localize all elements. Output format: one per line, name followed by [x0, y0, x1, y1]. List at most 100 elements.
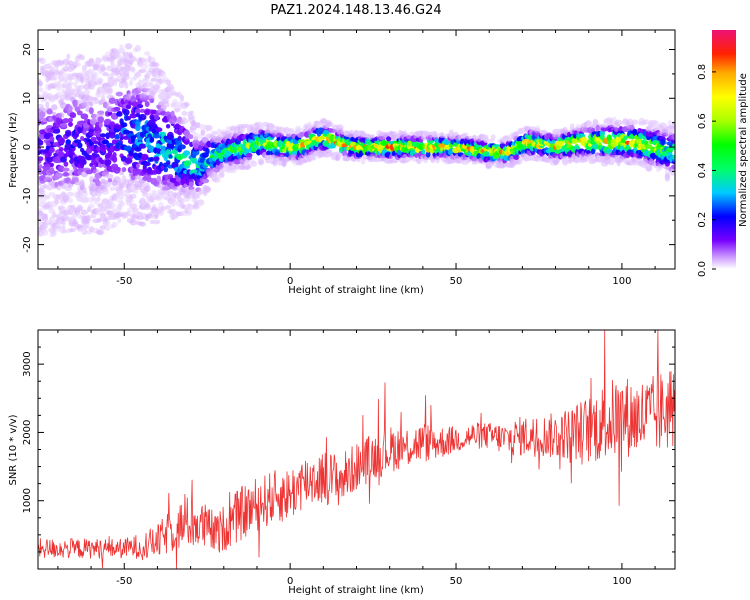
spectrogram-cell — [343, 156, 351, 162]
spectrogram-cell — [84, 222, 90, 230]
spectrogram-cell — [76, 204, 84, 212]
spectrogram-cell — [123, 71, 130, 78]
spectrogram-cell — [200, 129, 205, 137]
spectrogram-cell — [151, 204, 157, 209]
spectrogram-cell — [652, 120, 660, 126]
spectrogram-cell — [161, 101, 170, 108]
spectrogram-cell — [129, 219, 137, 226]
spectrogram-cell — [671, 133, 675, 141]
spectrogram-cell — [166, 134, 175, 141]
spectrogram-cell — [156, 175, 162, 183]
spectrogram-cell — [68, 105, 73, 112]
spectrogram-cell — [623, 135, 628, 140]
spectrogram-y-label: Frequency (Hz) — [8, 112, 19, 188]
spectrogram-cell — [163, 166, 169, 173]
spectrogram-cell — [82, 159, 87, 165]
spectrogram-cell — [131, 210, 140, 216]
spectrogram-cell — [660, 138, 666, 146]
spectrogram-cell — [101, 188, 110, 195]
colorbar-tick-label: 0.8 — [697, 64, 708, 80]
spectrogram-cell — [126, 210, 131, 216]
spectrogram-cell — [105, 225, 111, 232]
spectrogram-cell — [38, 94, 42, 99]
spectrogram-cell — [69, 112, 77, 119]
spectrogram-cell — [180, 186, 188, 193]
spectrogram-cell — [97, 116, 104, 124]
spectrogram-cell — [127, 198, 134, 204]
spectrogram-cell — [187, 114, 195, 120]
spectrogram-cell — [135, 163, 140, 169]
chart-title: PAZ1.2024.148.13.46.G24 — [270, 3, 441, 18]
spectrogram-cell — [38, 139, 44, 146]
spectrogram-cell — [168, 154, 173, 159]
spectrogram-cell — [74, 179, 81, 186]
spectrogram-cell — [88, 203, 95, 209]
spectrogram-cell — [117, 218, 122, 224]
spectrogram-cell — [112, 152, 117, 158]
spectrogram-cell — [632, 130, 638, 136]
spectrogram-cell — [462, 132, 469, 137]
spectrogram-cell — [138, 113, 147, 121]
spectrogram-cell — [143, 161, 151, 167]
spectrogram-cell — [80, 76, 85, 84]
spectrogram-cell — [86, 214, 92, 221]
spectrogram-cell — [155, 127, 163, 133]
spectrogram-cell — [98, 121, 103, 128]
spectrogram-cell — [427, 139, 434, 145]
spectrogram-cell — [440, 131, 445, 138]
spectrogram-x-tick-label: 100 — [612, 276, 631, 287]
spectrogram-cell — [93, 140, 99, 145]
spectrogram-cell — [100, 63, 106, 71]
spectrogram-cell — [109, 186, 116, 191]
spectrogram-cell — [118, 47, 126, 54]
spectrogram-cell — [99, 213, 107, 219]
spectrogram-cell — [96, 196, 101, 203]
spectrogram-cell — [556, 158, 561, 163]
spectrogram-cell — [150, 109, 158, 115]
spectrogram-cell — [421, 149, 426, 155]
spectrogram-cell — [144, 202, 150, 208]
spectrogram-cell — [336, 124, 344, 132]
spectrogram-cell — [153, 212, 159, 218]
spectrogram-cell — [645, 144, 653, 149]
spectrogram-cell — [46, 109, 53, 115]
spectrogram-cell — [130, 96, 137, 103]
spectrogram-cell — [141, 58, 149, 65]
spectrogram-cell — [631, 119, 639, 125]
spectrogram-cell — [203, 186, 212, 192]
snr-x-tick-label: 100 — [612, 576, 631, 587]
spectrogram-cell — [56, 86, 62, 92]
spectrogram-cell — [250, 160, 258, 167]
spectrogram-cell — [188, 110, 194, 116]
spectrogram-cell — [65, 131, 72, 137]
spectrogram-cell — [130, 135, 137, 140]
spectrogram-cell — [87, 68, 95, 74]
spectrogram-cell — [207, 126, 213, 132]
spectrogram-cell — [61, 222, 66, 230]
spectrogram-cell — [432, 132, 438, 138]
spectrogram-cell — [119, 135, 124, 141]
spectrogram-cell — [83, 89, 90, 96]
spectrogram-cell — [165, 124, 171, 129]
spectrogram-cell — [614, 127, 619, 132]
spectrogram-cell — [106, 87, 114, 94]
spectrogram-y-ticks: -20 -10 0 10 20 — [22, 43, 675, 270]
spectrogram-cell — [670, 171, 675, 176]
spectrogram-cell — [38, 164, 43, 169]
spectrogram-cell — [135, 108, 141, 114]
spectrogram-cell — [39, 111, 46, 118]
spectrogram-cell — [129, 56, 137, 62]
spectrogram-cell — [112, 156, 118, 163]
spectrogram-cell — [556, 140, 565, 146]
spectrogram-cell — [123, 178, 129, 183]
spectrogram-cell — [69, 92, 77, 100]
spectrogram-cell — [182, 204, 187, 210]
spectrogram-cell — [55, 171, 63, 178]
spectrogram-cell — [186, 160, 192, 166]
spectrogram-cell — [128, 150, 134, 157]
spectrogram-cell — [137, 104, 144, 109]
spectrogram-cell — [105, 220, 111, 227]
spectrogram-cell — [58, 78, 64, 83]
spectrogram-cell — [113, 166, 121, 171]
spectrogram-cell — [129, 113, 137, 119]
